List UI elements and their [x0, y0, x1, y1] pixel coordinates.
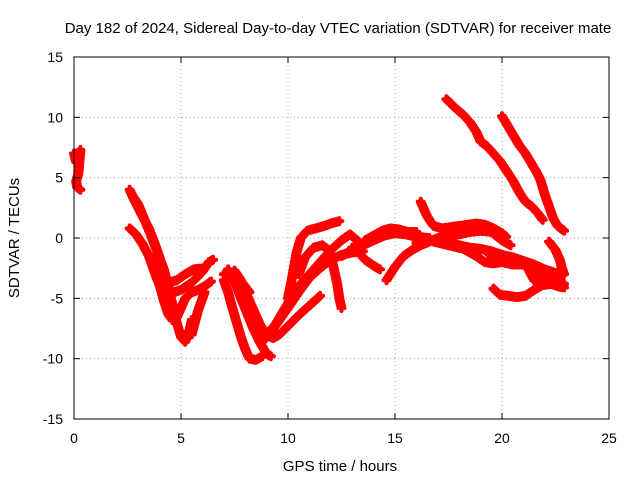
y-tick-label: 5: [55, 170, 63, 186]
data-point: [411, 226, 422, 237]
data-series-s17: [360, 223, 422, 246]
data-point: [559, 225, 570, 236]
x-tick-label: 20: [494, 430, 510, 446]
y-tick-label: 10: [47, 109, 63, 125]
data-point: [208, 254, 219, 265]
ticks: [73, 56, 610, 420]
chart-title: Day 182 of 2024, Sidereal Day-to-day VTE…: [65, 20, 612, 37]
y-tick-label: 0: [55, 230, 63, 246]
data-point: [505, 240, 516, 251]
x-tick-label: 10: [280, 430, 296, 446]
data-point: [336, 302, 347, 313]
x-tick-labels: 0 5 10 15 20 25: [70, 430, 617, 446]
y-tick-label: -5: [51, 290, 64, 306]
data-point: [375, 264, 386, 275]
x-axis-label: GPS time / hours: [283, 458, 397, 475]
data-point: [334, 216, 345, 227]
data-point: [199, 287, 210, 298]
data-series-s13: [283, 216, 345, 304]
data-series-s24: [544, 236, 570, 280]
y-tick-labels: -15 -10 -5 0 5 10 15: [43, 49, 63, 427]
data-point: [315, 290, 326, 301]
data-series-s8: [218, 275, 268, 365]
data-series-s23: [488, 278, 570, 303]
x-tick-label: 15: [387, 430, 403, 446]
y-tick-label: -10: [43, 351, 63, 367]
y-axis-label: SDTVAR / TECUs: [6, 178, 23, 298]
data-point: [559, 269, 570, 280]
data-series-s26: [497, 111, 570, 236]
data-point: [205, 276, 216, 287]
data-series-s25: [441, 94, 548, 225]
data-point: [75, 184, 86, 195]
data-point: [501, 231, 512, 242]
data-series-s14: [293, 240, 347, 313]
data-point: [537, 214, 548, 225]
x-tick-label: 5: [177, 430, 185, 446]
y-tick-label: -15: [43, 411, 63, 427]
data-series-s16: [347, 242, 386, 275]
data-point: [559, 282, 570, 293]
x-tick-label: 25: [601, 430, 617, 446]
data-series-s6: [186, 287, 210, 340]
y-tick-label: 15: [47, 49, 63, 65]
data-point: [265, 351, 276, 362]
series-group: [69, 94, 570, 365]
data-series-s5: [146, 257, 216, 326]
data-series-s19: [415, 196, 512, 242]
x-tick-label: 0: [70, 430, 78, 446]
